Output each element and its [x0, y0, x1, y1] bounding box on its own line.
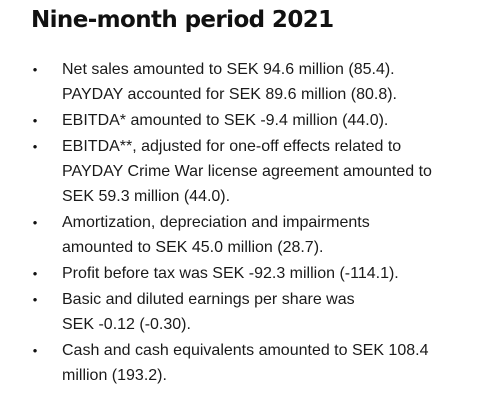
bullet-profit-before-tax: • Profit before tax was SEK -92.3 millio… [0, 261, 484, 286]
bullet-ebitda-adjusted: • EBITDA**, adjusted for one-off effects… [0, 134, 484, 209]
bullet-icon: • [32, 292, 38, 307]
bullet-icon: • [32, 266, 38, 281]
bullet-list: • Net sales amounted to SEK 94.6 million… [0, 57, 484, 389]
bullet-ebitda: • EBITDA* amounted to SEK -9.4 million (… [0, 108, 484, 133]
section-heading: Nine-month period 2021 [31, 7, 334, 33]
bullet-text-line: Net sales amounted to SEK 94.6 million (… [62, 61, 395, 78]
bullet-cash: • Cash and cash equivalents amounted to … [0, 338, 484, 388]
bullet-text-line: Profit before tax was SEK -92.3 million … [62, 265, 399, 282]
bullet-text-line: million (193.2). [62, 367, 167, 384]
bullet-text-line: Basic and diluted earnings per share was [62, 291, 355, 308]
bullet-icon: • [32, 113, 38, 128]
bullet-icon: • [32, 215, 38, 230]
bullet-icon: • [32, 62, 38, 77]
bullet-text-line: EBITDA* amounted to SEK -9.4 million (44… [62, 112, 389, 129]
bullet-eps: • Basic and diluted earnings per share w… [0, 287, 484, 337]
bullet-text-line: SEK -0.12 (-0.30). [62, 316, 191, 333]
bullet-amortization: • Amortization, depreciation and impairm… [0, 210, 484, 260]
bullet-text-line: Cash and cash equivalents amounted to SE… [62, 342, 429, 359]
bullet-text-line: PAYDAY Crime War license agreement amoun… [62, 163, 432, 180]
bullet-icon: • [32, 139, 38, 154]
bullet-text-line: SEK 59.3 million (44.0). [62, 188, 231, 205]
bullet-net-sales: • Net sales amounted to SEK 94.6 million… [0, 57, 484, 107]
bullet-text-line: amounted to SEK 45.0 million (28.7). [62, 239, 324, 256]
bullet-text-line: Amortization, depreciation and impairmen… [62, 214, 370, 231]
bullet-text-line: EBITDA**, adjusted for one-off effects r… [62, 138, 402, 155]
bullet-icon: • [32, 343, 38, 358]
bullet-text-line: PAYDAY accounted for SEK 89.6 million (8… [62, 86, 397, 103]
